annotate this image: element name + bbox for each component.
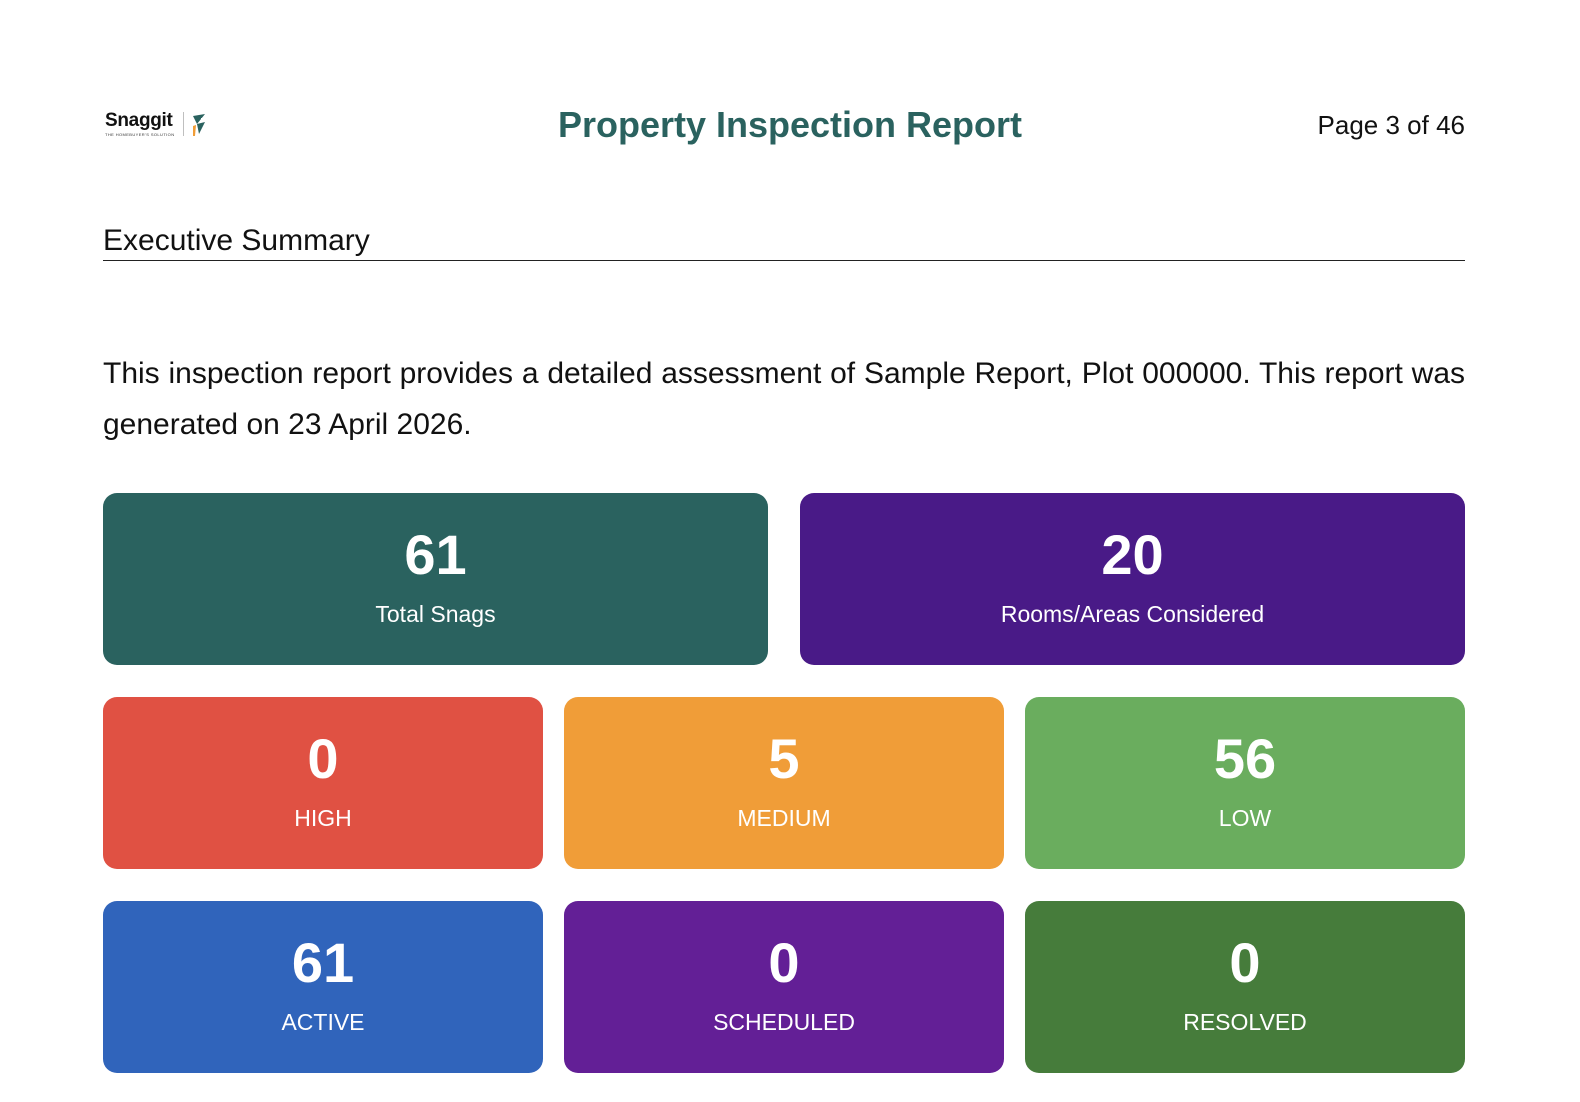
logo-tagline: THE HOMEBUYER'S SOLUTION xyxy=(105,132,175,137)
rooms-value: 20 xyxy=(1101,523,1164,586)
logo-wordmark: Snaggit xyxy=(105,110,173,131)
high-severity-card: 0 HIGH xyxy=(103,697,543,869)
scheduled-status-label: SCHEDULED xyxy=(713,1009,855,1035)
page-indicator: Page 3 of 46 xyxy=(1317,110,1465,140)
report-header: Snaggit THE HOMEBUYER'S SOLUTION Propert… xyxy=(0,0,1580,180)
total-snags-value: 61 xyxy=(404,523,467,586)
active-status-label: ACTIVE xyxy=(281,1009,365,1035)
snaggit-logo: Snaggit THE HOMEBUYER'S SOLUTION xyxy=(105,110,215,144)
logo-mark-icon xyxy=(193,114,205,136)
high-severity-value: 0 xyxy=(307,727,339,790)
high-severity-label: HIGH xyxy=(294,805,352,831)
low-severity-card: 56 LOW xyxy=(1025,697,1465,869)
intro-paragraph: This inspection report provides a detail… xyxy=(103,357,1465,441)
total-snags-label: Total Snags xyxy=(375,601,496,627)
rooms-label: Rooms/Areas Considered xyxy=(1000,601,1265,627)
section-heading-text: Executive Summary xyxy=(103,224,370,257)
section-heading: Executive Summary xyxy=(103,222,1465,261)
logo-divider xyxy=(183,112,184,136)
low-severity-value: 56 xyxy=(1213,727,1277,790)
medium-severity-value: 5 xyxy=(768,727,800,790)
active-status-card: 61 ACTIVE xyxy=(103,901,543,1073)
resolved-status-value: 0 xyxy=(1229,931,1261,994)
medium-severity-label: MEDIUM xyxy=(737,805,831,831)
scheduled-status-card: 0 SCHEDULED xyxy=(564,901,1004,1073)
report-title: Property Inspection Report xyxy=(557,104,1023,145)
medium-severity-card: 5 MEDIUM xyxy=(564,697,1004,869)
active-status-value: 61 xyxy=(291,931,355,994)
scheduled-status-value: 0 xyxy=(768,931,800,994)
low-severity-label: LOW xyxy=(1218,805,1272,831)
resolved-status-label: RESOLVED xyxy=(1183,1009,1307,1035)
resolved-status-card: 0 RESOLVED xyxy=(1025,901,1465,1073)
rooms-card: 20 Rooms/Areas Considered xyxy=(800,493,1465,665)
total-snags-card: 61 Total Snags xyxy=(103,493,768,665)
